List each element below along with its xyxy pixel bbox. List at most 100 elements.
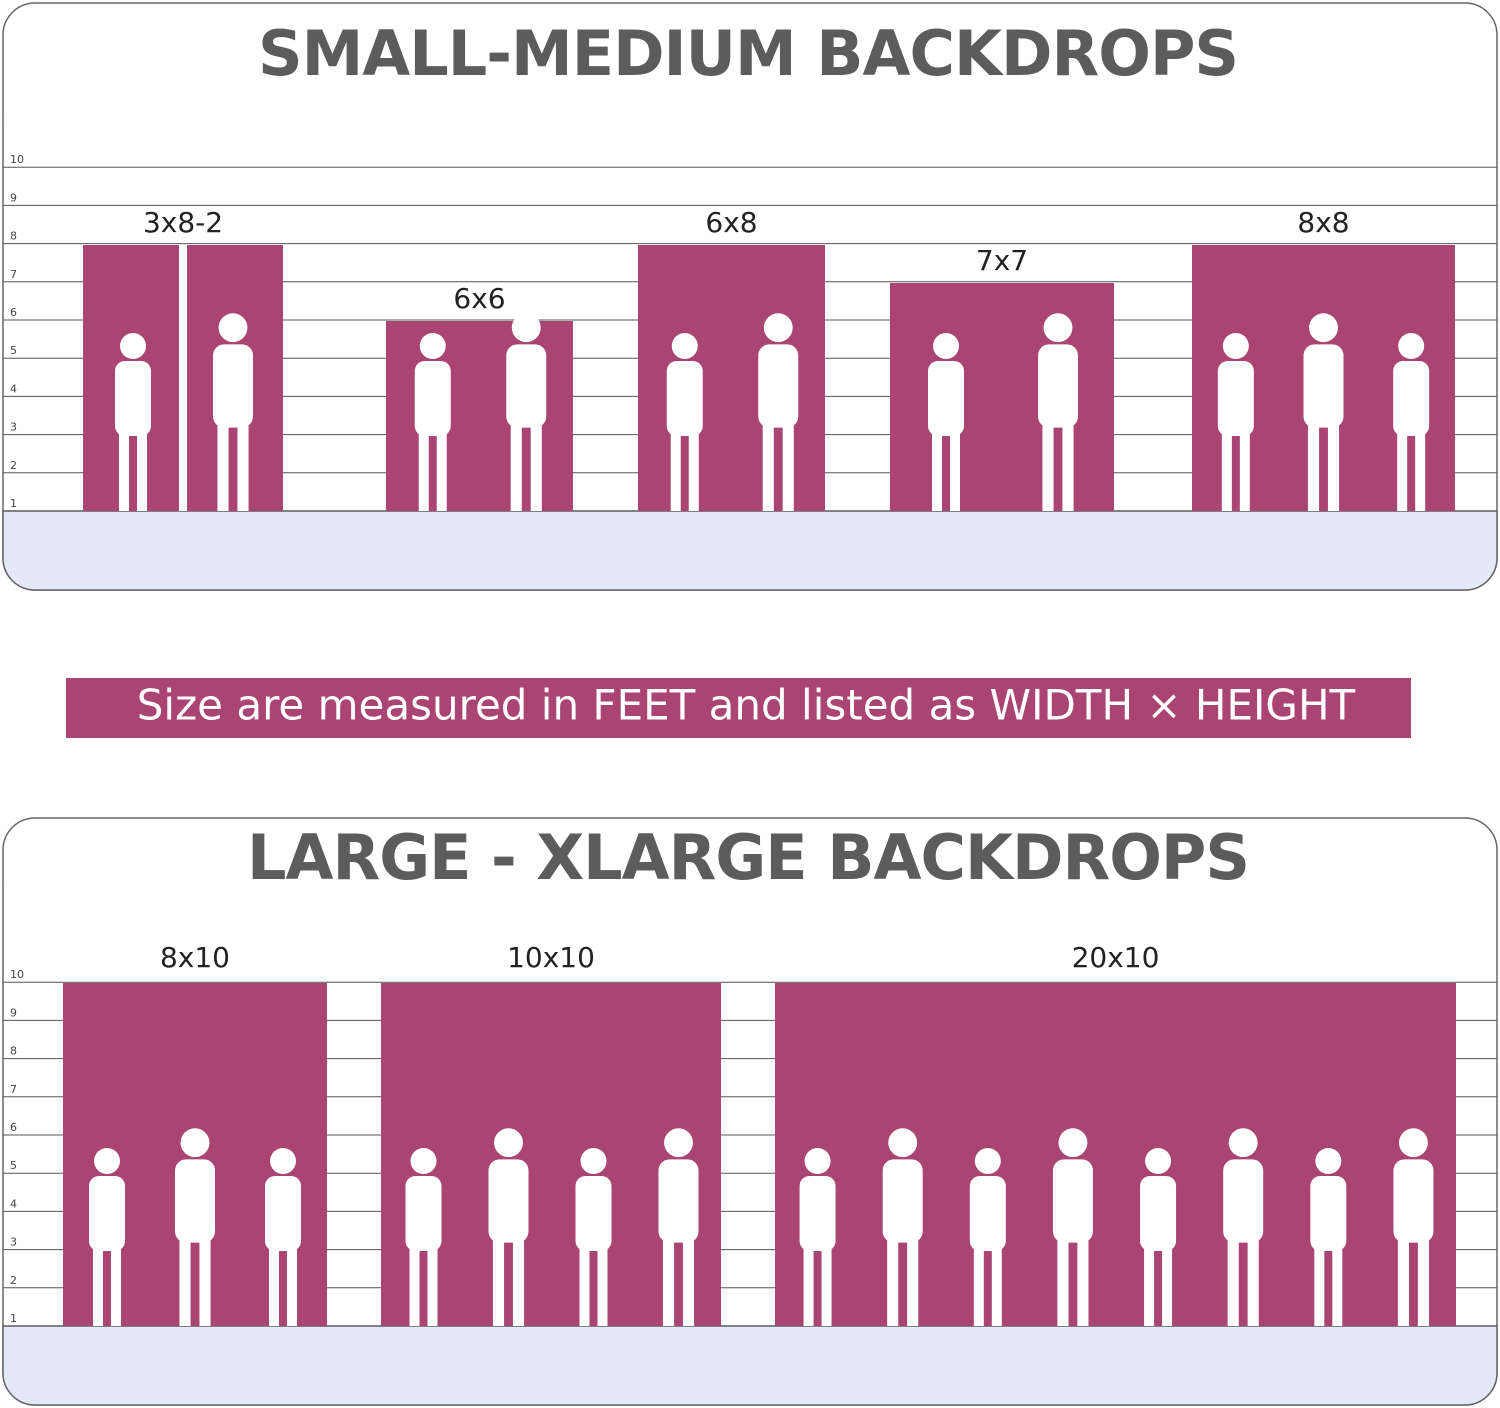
silhouette: [1038, 344, 1078, 428]
silhouette: [1303, 344, 1344, 428]
panel: SMALL-MEDIUM BACKDROPS 1 2 3 4 5 6 7 8 9 10 3x8-2 6x…: [2, 2, 1498, 591]
silhouette: [492, 1237, 505, 1326]
silhouette: [662, 1237, 675, 1326]
silhouette: [666, 361, 703, 436]
ruler-label: 3: [10, 1236, 17, 1249]
silhouette: [1162, 1246, 1173, 1326]
silhouette: [782, 422, 794, 511]
ruler-label: 1: [10, 497, 17, 510]
silhouette: [1144, 1246, 1155, 1326]
silhouette: [1417, 1237, 1429, 1326]
silhouette: [1140, 1176, 1177, 1251]
silhouette: [763, 313, 793, 343]
note: Size are measured in FEET and listed as …: [137, 681, 1356, 730]
silhouette: [175, 1159, 215, 1243]
ruler-label: 3: [10, 421, 17, 434]
silhouette: [928, 361, 964, 436]
silhouette: [1217, 361, 1254, 436]
silhouette: [1307, 422, 1320, 511]
silhouette: [658, 1159, 699, 1243]
silhouette: [804, 1148, 831, 1174]
silhouette: [991, 1246, 1002, 1326]
ruler-label: 8: [10, 230, 17, 243]
silhouette: [1398, 333, 1425, 359]
floor: [2, 510, 1498, 591]
backdrop: [775, 983, 1456, 1326]
silhouette: [436, 431, 447, 511]
silhouette: [799, 1176, 836, 1251]
silhouette: [688, 431, 699, 511]
silhouette: [1315, 1148, 1342, 1174]
silhouette: [488, 1159, 529, 1243]
panel-title: LARGE - XLARGE BACKDROPS: [247, 821, 1249, 894]
silhouette: [1043, 313, 1073, 343]
ruler-label: 5: [10, 344, 17, 357]
silhouette: [409, 1246, 420, 1326]
silhouette: [1058, 1128, 1088, 1158]
silhouette: [1398, 1128, 1428, 1158]
ruler-label: 8: [10, 1045, 17, 1058]
silhouette: [888, 1128, 918, 1158]
silhouette: [269, 1246, 279, 1326]
silhouette: [1393, 361, 1430, 436]
silhouette: [1247, 1237, 1259, 1326]
silhouette: [1221, 431, 1232, 511]
ruler-label: 4: [10, 382, 17, 395]
silhouette: [530, 422, 542, 511]
silhouette: [510, 422, 522, 511]
backdrop-label: 3x8-2: [143, 206, 223, 239]
silhouette: [1239, 431, 1250, 511]
silhouette: [1397, 431, 1408, 511]
backdrop-gap: [179, 245, 187, 511]
ruler-label: 2: [10, 1274, 17, 1287]
silhouette: [180, 1128, 210, 1158]
silhouette: [969, 1176, 1006, 1251]
panel-title: SMALL-MEDIUM BACKDROPS: [258, 17, 1238, 90]
backdrop-label: 7x7: [976, 244, 1028, 277]
silhouette: [418, 431, 429, 511]
ruler-label: 4: [10, 1197, 17, 1210]
silhouette: [1332, 1246, 1343, 1326]
ruler-label: 5: [10, 1159, 17, 1172]
silhouette: [1397, 1237, 1409, 1326]
ruler-label: 10: [10, 968, 24, 981]
silhouette: [1314, 1246, 1325, 1326]
silhouette: [575, 1176, 612, 1251]
silhouette: [664, 1128, 693, 1158]
silhouette: [287, 1246, 297, 1326]
silhouette: [1327, 422, 1340, 511]
silhouette: [1057, 1237, 1069, 1326]
silhouette: [597, 1246, 608, 1326]
silhouette: [1227, 1237, 1239, 1326]
silhouette: [414, 361, 451, 436]
silhouette: [1393, 1159, 1434, 1243]
silhouette: [1042, 422, 1054, 511]
silhouette: [89, 1176, 125, 1251]
ruler-label: 2: [10, 459, 17, 472]
silhouette: [419, 333, 446, 359]
note-banner: [66, 678, 1411, 738]
silhouette: [821, 1246, 832, 1326]
floor: [2, 1325, 1498, 1406]
silhouette: [405, 1176, 442, 1251]
ruler-label: 9: [10, 191, 17, 204]
silhouette: [120, 333, 146, 359]
silhouette: [882, 1159, 923, 1243]
ruler-label: 6: [10, 306, 17, 319]
silhouette: [137, 431, 147, 511]
silhouette: [410, 1148, 437, 1174]
silhouette: [1309, 313, 1338, 343]
silhouette: [94, 1148, 120, 1174]
silhouette: [115, 361, 151, 436]
silhouette: [1228, 1128, 1258, 1158]
silhouette: [974, 1148, 1001, 1174]
ruler-label: 10: [10, 153, 24, 166]
silhouette: [803, 1246, 814, 1326]
silhouette: [1052, 1159, 1093, 1243]
silhouette: [579, 1246, 590, 1326]
silhouette: [671, 333, 698, 359]
silhouette: [179, 1237, 191, 1326]
backdrop-label: 20x10: [1072, 941, 1160, 974]
silhouette: [111, 1246, 121, 1326]
